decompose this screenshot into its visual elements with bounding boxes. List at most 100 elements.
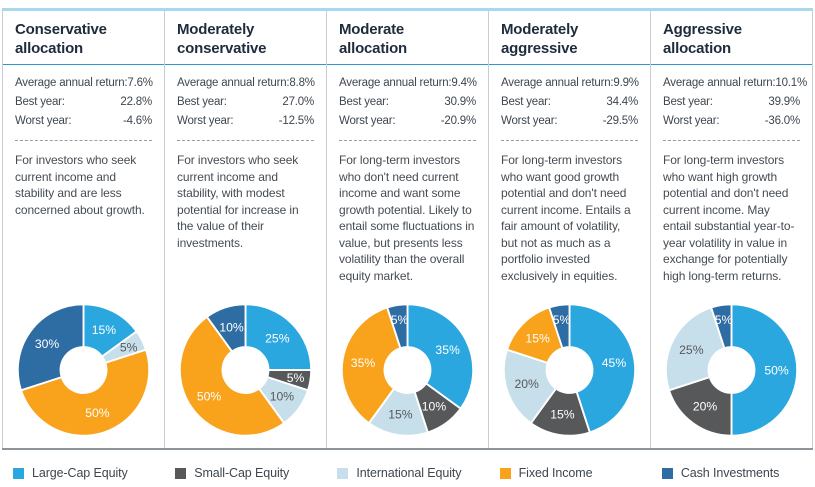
stat-worst-year: Worst year: -36.0%	[663, 112, 800, 131]
stat-worst-year: Worst year: -12.5%	[177, 112, 314, 131]
stat-label: Best year:	[501, 96, 551, 108]
svg-text:15%: 15%	[388, 408, 413, 422]
stat-label: Average annual return:	[15, 77, 128, 89]
stat-worst-year: Worst year: -20.9%	[339, 112, 476, 131]
stats-block: Average annual return: 9.4% Best year: 30.…	[339, 74, 477, 131]
svg-text:5%: 5%	[287, 371, 305, 385]
stat-value: 27.0%	[282, 96, 314, 108]
stat-average-return: Average annual return: 7.6%	[15, 74, 153, 93]
column-title: Aggressive allocation	[663, 21, 742, 57]
dashed-divider	[339, 140, 476, 141]
legend-item-large-cap: Large-Cap Equity	[2, 462, 164, 484]
stat-label: Worst year:	[177, 115, 234, 127]
legend-item-fixed-income: Fixed Income	[489, 462, 651, 484]
stat-value: 22.8%	[120, 96, 152, 108]
svg-text:35%: 35%	[351, 356, 376, 370]
column-description: For long-term investors who want good gr…	[501, 153, 631, 283]
legend-label: Fixed Income	[518, 466, 593, 480]
stat-value: -4.6%	[122, 115, 152, 127]
svg-text:15%: 15%	[92, 323, 117, 337]
stat-value: -20.9%	[440, 115, 476, 127]
stat-best-year: Best year: 27.0%	[177, 93, 314, 112]
stat-label: Worst year:	[663, 115, 720, 127]
fixed-income-swatch-icon	[499, 467, 511, 479]
svg-text:20%: 20%	[514, 377, 539, 391]
svg-text:45%: 45%	[602, 356, 627, 370]
stat-worst-year: Worst year: -4.6%	[15, 112, 152, 131]
legend-item-international: International Equity	[326, 462, 488, 484]
stats-block: Average annual return: 7.6% Best year: 22.…	[15, 74, 153, 131]
column-header: Moderately aggressive	[489, 11, 650, 65]
stat-value: 7.6%	[127, 77, 153, 89]
stat-label: Worst year:	[15, 115, 72, 127]
stat-value: 30.9%	[444, 96, 476, 108]
large-cap-swatch-icon	[13, 467, 24, 479]
dashed-divider	[501, 140, 638, 141]
legend-label: Large-Cap Equity	[32, 466, 128, 480]
column-conservative: Conservative allocation Average annual r…	[2, 11, 164, 448]
stat-label: Best year:	[339, 96, 389, 108]
column-description: For investors who seek current income an…	[177, 153, 299, 250]
svg-text:10%: 10%	[270, 390, 295, 404]
legend-label: International Equity	[356, 466, 462, 480]
column-header: Conservative allocation	[3, 11, 164, 65]
svg-text:5%: 5%	[715, 313, 733, 327]
column-moderately-conservative: Moderately conservative Average annual r…	[164, 11, 326, 448]
donut-chart-moderate: 35% 10% 15% 35% 5%	[339, 297, 476, 448]
legend: Large-Cap Equity Small-Cap Equity Intern…	[2, 462, 813, 484]
legend-label: Cash Investments	[680, 466, 780, 480]
donut-chart-moderately-aggressive: 45% 15% 20% 15% 5%	[501, 297, 638, 448]
svg-text:5%: 5%	[120, 340, 138, 354]
stat-average-return: Average annual return: 8.8%	[177, 74, 315, 93]
dashed-divider	[177, 140, 314, 141]
svg-text:5%: 5%	[553, 313, 571, 327]
stat-label: Worst year:	[339, 115, 396, 127]
stat-worst-year: Worst year: -29.5%	[501, 112, 638, 131]
stat-label: Worst year:	[501, 115, 558, 127]
svg-text:15%: 15%	[525, 331, 550, 345]
stat-best-year: Best year: 22.8%	[15, 93, 152, 112]
legend-item-small-cap: Small-Cap Equity	[164, 462, 326, 484]
donut-chart-conservative: 15% 5% 50% 30%	[15, 297, 152, 448]
column-title: Conservative allocation	[15, 21, 107, 57]
column-title: Moderately conservative	[177, 21, 267, 57]
stats-block: Average annual return: 8.8% Best year: 27.…	[177, 74, 315, 131]
svg-text:25%: 25%	[265, 331, 290, 345]
dashed-divider	[663, 140, 800, 141]
column-description: For investors who seek current income an…	[15, 153, 145, 217]
cash-swatch-icon	[661, 467, 673, 479]
column-header: Moderate allocation	[327, 11, 488, 65]
stat-value: -29.5%	[602, 115, 638, 127]
svg-text:30%: 30%	[35, 337, 60, 351]
column-title: Moderate allocation	[339, 21, 408, 57]
column-header: Moderately conservative	[165, 11, 326, 65]
stat-best-year: Best year: 30.9%	[339, 93, 476, 112]
svg-text:20%: 20%	[693, 400, 718, 414]
small-cap-swatch-icon	[175, 467, 187, 479]
svg-text:10%: 10%	[219, 320, 244, 334]
stat-value: 9.4%	[451, 77, 477, 89]
svg-text:5%: 5%	[391, 313, 409, 327]
international-swatch-icon	[337, 467, 349, 479]
svg-text:10%: 10%	[422, 400, 447, 414]
donut-chart-moderately-conservative: 25% 5% 10% 50% 10%	[177, 297, 314, 448]
stat-average-return: Average annual return: 9.9%	[501, 74, 639, 93]
column-title: Moderately aggressive	[501, 21, 579, 57]
column-header: Aggressive allocation	[651, 11, 812, 65]
stats-block: Average annual return: 10.1% Best year: 39…	[663, 74, 807, 131]
stat-label: Average annual return:	[339, 77, 452, 89]
column-description: For long-term investors who want high gr…	[663, 153, 795, 283]
stat-label: Best year:	[177, 96, 227, 108]
stat-value: 34.4%	[606, 96, 638, 108]
svg-text:50%: 50%	[197, 390, 222, 404]
stat-label: Average annual return:	[501, 77, 614, 89]
stat-label: Best year:	[15, 96, 65, 108]
stats-block: Average annual return: 9.9% Best year: 34.…	[501, 74, 639, 131]
column-moderate: Moderate allocation Average annual retur…	[326, 11, 488, 448]
column-moderately-aggressive: Moderately aggressive Average annual ret…	[488, 11, 650, 448]
stat-label: Average annual return:	[663, 77, 776, 89]
svg-text:50%: 50%	[764, 363, 789, 377]
column-description: For long-term investors who don't need c…	[339, 153, 475, 283]
stat-label: Best year:	[663, 96, 713, 108]
